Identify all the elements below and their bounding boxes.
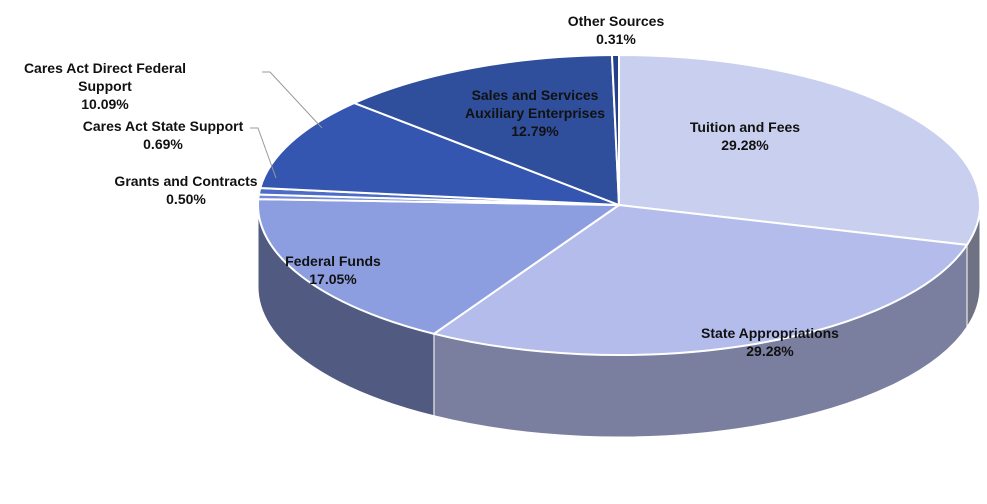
label-grants: Grants and Contracts 0.50% [114,173,258,207]
label-other: Other Sources 0.31% [567,13,665,47]
slice-federal-funds[interactable] [257,198,623,335]
label-cares-direct: Cares Act Direct Federal Support 10.09% [23,60,187,112]
slice-cares-act-direct-federal-support[interactable] [259,101,620,206]
leader-line-cares-state [250,127,277,179]
slice-other-sources[interactable] [610,53,620,206]
label-cares-state: Cares Act State Support 0.69% [82,118,244,152]
label-state: State Appropriations 29.28% [701,325,839,359]
label-sales: Sales and Services Auxiliary Enterprises… [464,87,606,139]
slice-sales-and-services-auxiliary-enterprises[interactable] [351,54,621,207]
slice-tuition-and-fees[interactable] [618,53,981,246]
slice-state-appropriations[interactable] [431,203,969,356]
leader-line-cares-direct [262,71,323,129]
label-federal: Federal Funds 17.05% [285,253,381,287]
label-tuition: Tuition and Fees 29.28% [689,119,801,153]
